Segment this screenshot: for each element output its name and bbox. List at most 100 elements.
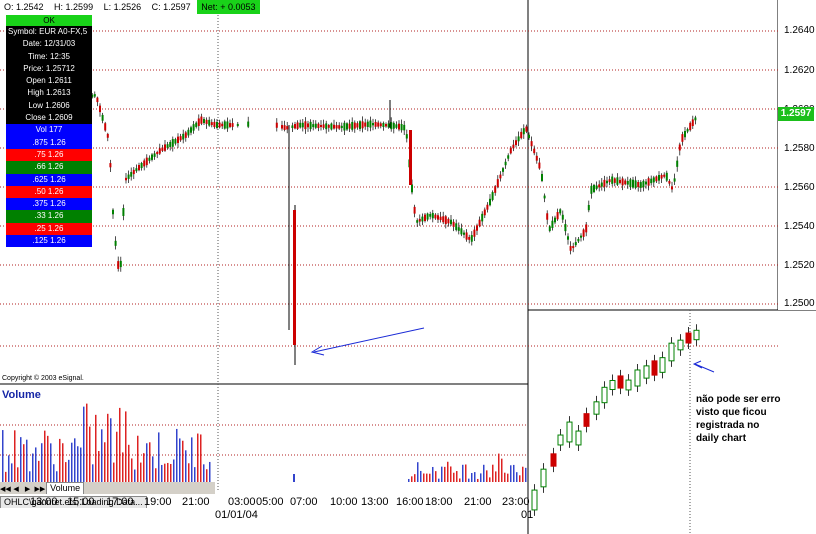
price-axis[interactable]	[778, 0, 816, 310]
time-label: 16:00	[396, 496, 424, 508]
candle-body	[366, 121, 369, 128]
candle-body	[439, 216, 442, 221]
daily-body	[566, 421, 573, 443]
candle-body	[543, 195, 546, 199]
candle-body	[369, 120, 372, 128]
candle-body	[309, 121, 312, 130]
tab-prev-icon[interactable]: ◀	[13, 486, 19, 493]
volume-bar	[489, 477, 491, 482]
time-label: 05:00	[256, 496, 284, 508]
candle-body	[694, 117, 697, 121]
volume-bar	[92, 464, 94, 482]
candle-body	[166, 144, 169, 148]
candle-body	[585, 224, 588, 233]
volume-bar	[167, 462, 169, 482]
time-label: 13:00	[361, 496, 389, 508]
candle-body	[569, 246, 572, 251]
tab-next-icon[interactable]: ▶	[24, 486, 31, 493]
candle-body	[452, 221, 455, 227]
time-label: 03:00	[228, 496, 256, 508]
candle-body	[686, 129, 689, 132]
candle-body	[148, 157, 151, 161]
candle-body	[184, 132, 187, 138]
candle-body	[304, 121, 307, 130]
volume-bar	[131, 458, 133, 482]
candle-body	[109, 163, 112, 168]
price-label: 1.2560	[784, 182, 815, 193]
volume-bar	[453, 472, 455, 482]
comment-line: registrada no	[696, 420, 760, 431]
volume-bar	[2, 430, 4, 482]
candle-body	[140, 162, 143, 169]
volume-bar	[122, 452, 124, 482]
candle-body	[457, 227, 460, 231]
candle-body	[442, 216, 445, 223]
candle-body	[340, 125, 343, 129]
spike-candle	[293, 210, 296, 345]
candle-body	[197, 118, 200, 126]
candle-body	[577, 238, 580, 242]
candle-body	[190, 127, 192, 133]
candle-body	[130, 172, 133, 177]
candle-body	[174, 139, 177, 144]
candle-body	[608, 179, 611, 183]
volume-bar	[101, 429, 103, 482]
candle-body	[530, 141, 533, 147]
annotation-arrows	[310, 327, 715, 373]
candle-body	[676, 160, 679, 167]
time-label: 21:00	[182, 496, 210, 508]
ok-button[interactable]: OK	[6, 15, 92, 26]
candle-body	[515, 140, 517, 146]
candle-body	[405, 134, 408, 139]
candle-body	[642, 180, 645, 188]
candle-body	[343, 122, 346, 131]
candle-body	[314, 123, 317, 128]
volume-pane-title: Volume	[2, 389, 41, 401]
comment-line: daily chart	[696, 433, 747, 444]
tab-first-icon[interactable]: ◀◀	[0, 486, 11, 493]
time-label: 18:00	[425, 496, 453, 508]
tab-study[interactable]: OHLC\gannret.efs, Loading Data...	[0, 496, 147, 508]
volume-bar	[501, 458, 503, 482]
candle-body	[468, 236, 471, 240]
candle-body	[216, 122, 218, 128]
candle-body	[177, 136, 179, 143]
volume-bar	[134, 469, 136, 482]
daily-body	[601, 386, 608, 404]
candle-body	[361, 121, 364, 129]
candle-body	[478, 219, 481, 226]
candle-body	[486, 204, 489, 210]
candle-body	[353, 122, 356, 129]
candle-body	[587, 204, 590, 211]
candle-body	[598, 184, 601, 188]
cursor-info-window[interactable]: OK Symbol: EUR A0-FX,5 Date: 12/31/03 Ti…	[6, 15, 92, 248]
tab-volume[interactable]: Volume	[46, 482, 85, 494]
candle-body	[101, 114, 104, 121]
candle-body	[307, 123, 309, 128]
tab-last-icon[interactable]: ▶▶	[34, 486, 46, 493]
candle-body	[645, 181, 647, 185]
candle-body	[652, 177, 655, 183]
candle-body	[93, 94, 96, 97]
volume-bar	[5, 471, 7, 482]
study-tabs: ◀◀ ◀ ▶ ▶▶ Volume OHLC\gannret.efs, Loadi…	[0, 482, 215, 508]
candle-body	[429, 214, 432, 217]
candle-body	[476, 225, 478, 231]
candle-body	[229, 123, 231, 127]
candle-body	[567, 236, 569, 240]
candle-body	[374, 121, 377, 127]
gann-level-row: .33 1.26	[6, 210, 92, 223]
candle-body	[322, 124, 325, 128]
volume-bar	[179, 438, 181, 482]
candle-body	[281, 125, 283, 129]
volume-bar	[293, 474, 295, 482]
candle-body	[426, 213, 429, 220]
candle-body	[403, 124, 406, 131]
candle-body	[611, 176, 614, 184]
last-price-marker: 1.2597	[778, 107, 814, 121]
candle-body	[99, 105, 101, 113]
arrow-head	[310, 345, 325, 356]
candle-body	[450, 219, 452, 225]
volume-bar	[29, 471, 31, 482]
